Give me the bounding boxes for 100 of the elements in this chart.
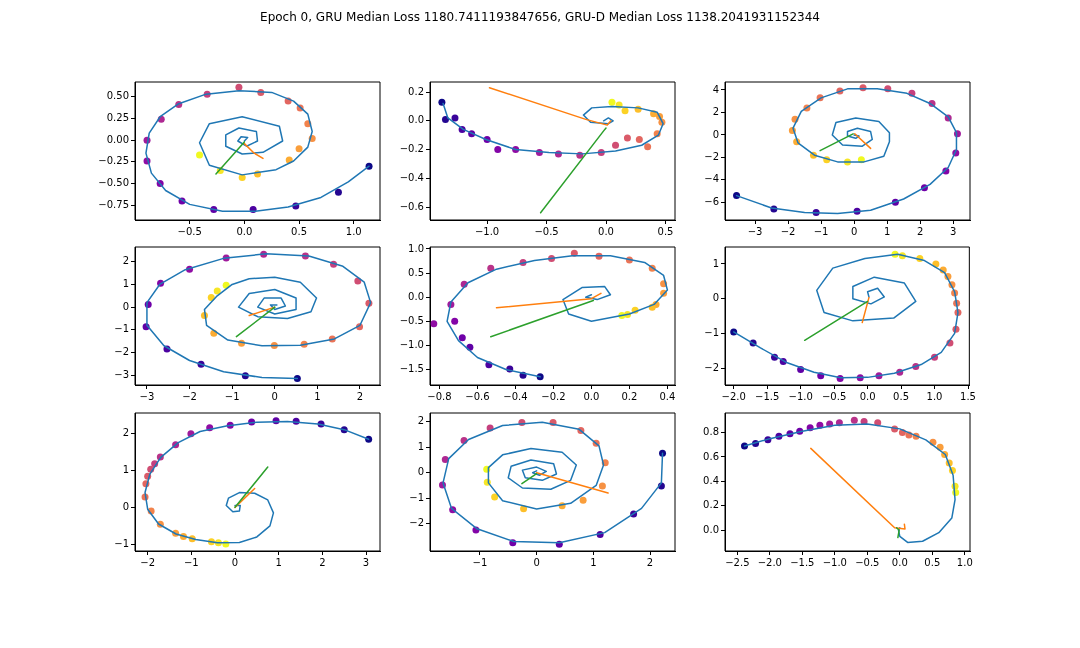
x-tick-label: 0.0 bbox=[859, 390, 876, 402]
y-tick-label: −0.6 bbox=[399, 200, 424, 212]
y-tick-label: 0.50 bbox=[106, 90, 129, 102]
x-tick-label: 1.0 bbox=[926, 390, 943, 402]
y-tick-label: −1.5 bbox=[399, 363, 424, 375]
y-tick-label: 0.0 bbox=[408, 114, 424, 126]
y-tick-label: 0.2 bbox=[408, 85, 424, 97]
point bbox=[235, 83, 243, 91]
x-tick-label: −1 bbox=[813, 225, 829, 237]
y-tick-label: −1 bbox=[114, 537, 129, 549]
x-tick-label: −0.6 bbox=[465, 390, 490, 402]
y-tick-label: −1 bbox=[409, 491, 424, 503]
y-tick-label: −0.2 bbox=[399, 143, 424, 155]
x-tick-label: 3 bbox=[362, 556, 370, 568]
y-tick-label: 0.00 bbox=[106, 133, 129, 145]
x-tick-label: −1 bbox=[183, 556, 199, 568]
y-tick-label: 2 bbox=[712, 106, 719, 118]
y-tick-label: 0.2 bbox=[703, 499, 719, 511]
x-tick-label: 1 bbox=[883, 225, 891, 237]
y-tick-label: 0.0 bbox=[703, 523, 719, 535]
x-tick-label: 0.0 bbox=[236, 225, 253, 237]
y-tick-label: −1 bbox=[114, 323, 129, 335]
x-tick-label: 0.5 bbox=[657, 225, 674, 237]
text: Epoch 0, GRU Median Loss 1180.7411193847656, GRU-D Median Loss 1138.2041931152344 bbox=[259, 10, 821, 24]
x-tick-label: −0.8 bbox=[427, 390, 452, 402]
x-tick-label: 1.0 bbox=[956, 556, 973, 568]
y-tick-label: 1 bbox=[712, 257, 719, 269]
y-tick-label: 2 bbox=[417, 415, 424, 427]
x-tick-label: 0.5 bbox=[291, 225, 308, 237]
x-tick-label: −2.0 bbox=[721, 390, 746, 402]
y-tick-label: 1.0 bbox=[408, 242, 424, 254]
point bbox=[295, 145, 303, 153]
point bbox=[451, 114, 459, 122]
point bbox=[494, 146, 502, 154]
x-tick-label: 1 bbox=[590, 556, 597, 568]
y-tick-label: 4 bbox=[712, 83, 719, 95]
x-tick-label: −2 bbox=[140, 556, 156, 568]
y-tick-label: 1 bbox=[122, 463, 129, 475]
x-tick-label: 0 bbox=[533, 556, 540, 568]
point bbox=[458, 334, 466, 342]
x-tick-label: −1.0 bbox=[788, 390, 813, 402]
x-tick-label: 0.5 bbox=[893, 390, 910, 402]
x-tick-label: 0.0 bbox=[891, 556, 908, 568]
point bbox=[438, 98, 446, 106]
x-tick-label: −0.5 bbox=[177, 225, 202, 237]
x-tick-label: 2 bbox=[319, 556, 326, 568]
x-tick-label: −0.4 bbox=[503, 390, 528, 402]
point bbox=[612, 141, 620, 149]
point bbox=[207, 294, 215, 302]
x-tick-label: 2 bbox=[356, 390, 364, 402]
x-tick-label: 0.0 bbox=[583, 390, 600, 402]
x-tick-label: 2 bbox=[916, 225, 924, 237]
y-tick-label: 0 bbox=[122, 300, 129, 312]
x-tick-label: −2 bbox=[780, 225, 796, 237]
point bbox=[850, 416, 858, 424]
y-tick-label: −2 bbox=[409, 517, 424, 529]
y-tick-label: 0 bbox=[417, 466, 424, 478]
x-tick-label: 0.5 bbox=[924, 556, 941, 568]
point bbox=[598, 482, 606, 490]
x-tick-label: 0.0 bbox=[598, 225, 614, 237]
x-tick-label: 2 bbox=[646, 556, 654, 568]
x-tick-label: −3 bbox=[747, 225, 763, 237]
y-tick-label: −2 bbox=[114, 346, 129, 358]
y-tick-label: 2 bbox=[122, 426, 129, 438]
point bbox=[608, 98, 616, 106]
x-tick-label: 0.2 bbox=[621, 390, 638, 402]
y-tick-label: −2 bbox=[704, 361, 719, 373]
x-tick-label: 0 bbox=[850, 225, 858, 237]
y-tick-label: 0 bbox=[712, 292, 719, 304]
y-tick-label: −0.25 bbox=[98, 155, 129, 167]
y-tick-label: −0.75 bbox=[98, 198, 129, 210]
x-tick-label: 0 bbox=[231, 556, 239, 568]
point bbox=[635, 136, 643, 143]
y-tick-label: −1.0 bbox=[399, 339, 424, 351]
x-tick-label: −1.0 bbox=[474, 225, 500, 237]
y-tick-label: 1 bbox=[417, 440, 424, 452]
point bbox=[430, 320, 438, 328]
x-tick-label: 1.5 bbox=[960, 390, 976, 402]
y-tick-label: −0.5 bbox=[399, 314, 424, 326]
point bbox=[621, 107, 629, 115]
point bbox=[196, 151, 204, 159]
point bbox=[334, 188, 342, 196]
x-tick-label: 1.0 bbox=[345, 225, 362, 237]
y-tick-label: 0.4 bbox=[703, 474, 719, 486]
x-tick-label: −1.5 bbox=[755, 390, 780, 402]
point bbox=[487, 264, 495, 272]
point bbox=[451, 317, 459, 325]
x-tick-label: −0.5 bbox=[534, 225, 559, 237]
y-tick-label: 0.0 bbox=[408, 290, 424, 302]
x-tick-label: 1 bbox=[275, 556, 282, 568]
x-tick-label: −1.5 bbox=[790, 556, 815, 568]
y-tick-label: 1 bbox=[122, 278, 129, 290]
y-tick-label: 0.8 bbox=[703, 426, 719, 438]
x-tick-label: −1.0 bbox=[822, 556, 847, 568]
x-tick-label: −2.5 bbox=[725, 556, 750, 568]
x-tick-label: 0 bbox=[271, 390, 278, 402]
point bbox=[579, 496, 587, 504]
x-tick-label: −3 bbox=[139, 390, 155, 402]
y-tick-label: 0 bbox=[712, 128, 719, 140]
y-tick-label: −6 bbox=[704, 195, 719, 207]
